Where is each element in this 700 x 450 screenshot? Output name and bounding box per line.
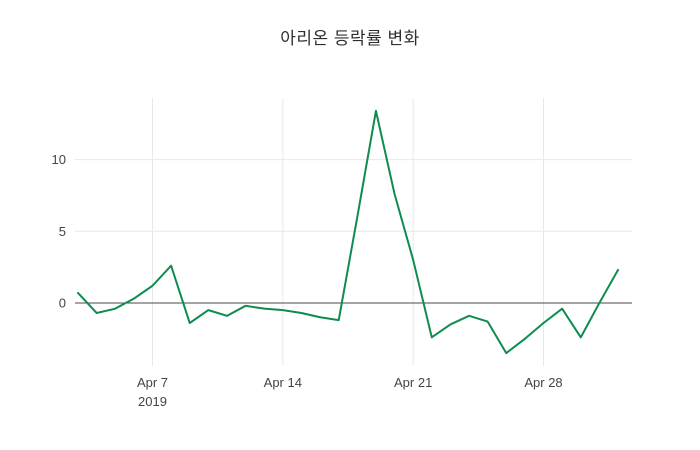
x-tick-sublabel: 2019 bbox=[138, 394, 167, 409]
x-tick-label: Apr 7 bbox=[137, 375, 168, 390]
chart-title: 아리온 등락률 변화 bbox=[280, 29, 420, 48]
series-line bbox=[77, 109, 619, 355]
x-tick-label: Apr 14 bbox=[264, 375, 302, 390]
y-tick-label: 0 bbox=[59, 295, 66, 310]
x-tick-label: Apr 28 bbox=[524, 375, 562, 390]
y-tick-label: 5 bbox=[59, 224, 66, 239]
y-tick-label: 10 bbox=[52, 152, 66, 167]
x-tick-label: Apr 21 bbox=[394, 375, 432, 390]
